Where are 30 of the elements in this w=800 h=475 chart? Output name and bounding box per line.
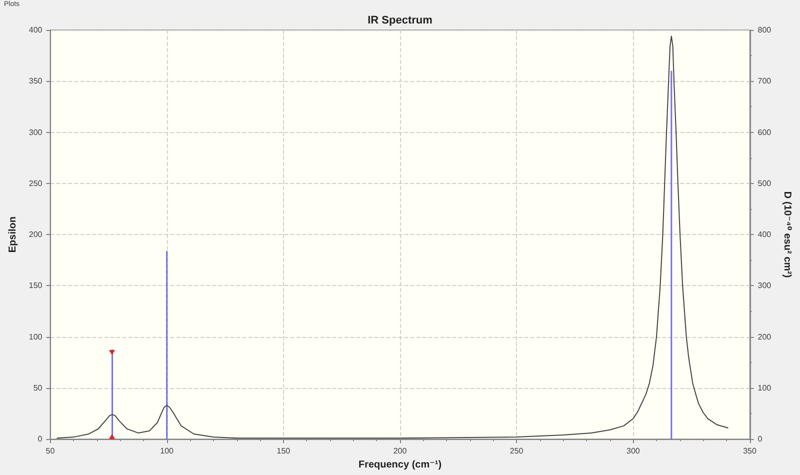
y-tick-label: 150	[28, 281, 43, 290]
x-tick-label: 150	[276, 446, 291, 456]
y2-tick-label: 200	[758, 332, 772, 342]
y2-tick-label: 0	[758, 434, 763, 444]
y-tick-label: 250	[28, 178, 43, 188]
x-tick-label: 300	[626, 446, 640, 456]
x-axis-title: Frequency (cm⁻¹)	[358, 460, 442, 470]
y2-tick-label: 800	[758, 26, 772, 34]
y2-tick-label: 400	[758, 230, 772, 240]
y-tick-label: 200	[28, 230, 43, 240]
y-tick-label: 50	[33, 383, 43, 392]
chart-title: IR Spectrum	[368, 14, 433, 26]
y-tick-label: 100	[28, 332, 43, 342]
x-tick-label: 50	[46, 446, 56, 456]
y2-tick-label: 600	[758, 128, 772, 137]
y2-tick-label: 100	[758, 383, 772, 392]
y-tick-label: 0	[38, 434, 43, 444]
y2-tick-label: 300	[758, 281, 772, 290]
y2-axis-title: D (10⁻⁴⁰ esu² cm²)	[782, 191, 792, 278]
x-tick-label: 350	[743, 446, 757, 456]
y-tick-label: 350	[28, 76, 43, 86]
y-axis-title: Epsilon	[8, 216, 18, 253]
y2-tick-label: 500	[758, 178, 772, 188]
x-tick-label: 200	[393, 446, 408, 456]
y2-tick-label: 700	[758, 76, 772, 86]
x-tick-label: 250	[510, 446, 524, 456]
y-tick-label: 400	[28, 26, 43, 34]
y-tick-label: 300	[28, 128, 43, 137]
x-tick-label: 100	[160, 446, 174, 456]
line-series	[56, 36, 728, 439]
